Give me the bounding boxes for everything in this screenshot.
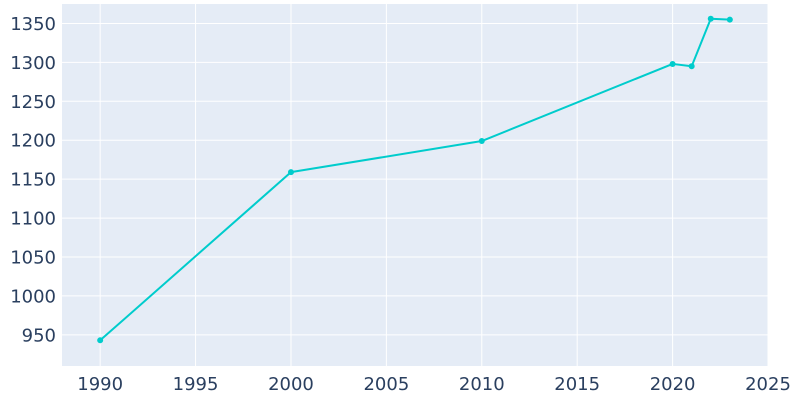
y-tick-label: 950 xyxy=(22,325,56,346)
y-tick-label: 1050 xyxy=(10,248,56,269)
series-layer xyxy=(97,15,733,344)
x-tick-label: 2010 xyxy=(459,374,505,395)
data-point xyxy=(688,63,695,70)
data-point xyxy=(669,60,676,67)
x-axis-tick-labels: 1990 1995 2000 2005 2010 2015 2020 2025 xyxy=(77,374,791,395)
x-tick-label: 1990 xyxy=(77,374,123,395)
grid-lines xyxy=(62,4,769,366)
y-tick-label: 1000 xyxy=(10,286,56,307)
plot-background xyxy=(62,4,768,366)
data-point xyxy=(478,138,485,145)
x-tick-label: 1995 xyxy=(173,374,219,395)
x-tick-label: 2020 xyxy=(650,374,696,395)
x-tick-label: 2005 xyxy=(363,374,409,395)
y-tick-label: 1150 xyxy=(10,170,56,191)
data-point xyxy=(97,337,104,344)
y-tick-label: 1350 xyxy=(10,14,56,35)
x-tick-label: 2025 xyxy=(745,374,791,395)
x-tick-label: 2015 xyxy=(554,374,600,395)
y-tick-label: 1250 xyxy=(10,92,56,113)
y-axis-tick-labels: 950 1000 1050 1100 1150 1200 1250 1300 1350 xyxy=(10,14,56,346)
data-point xyxy=(726,16,733,23)
data-point xyxy=(707,15,714,22)
data-point xyxy=(287,169,294,176)
y-tick-label: 1100 xyxy=(10,209,56,230)
x-tick-label: 2000 xyxy=(268,374,314,395)
y-tick-label: 1200 xyxy=(10,131,56,152)
y-tick-label: 1300 xyxy=(10,53,56,74)
